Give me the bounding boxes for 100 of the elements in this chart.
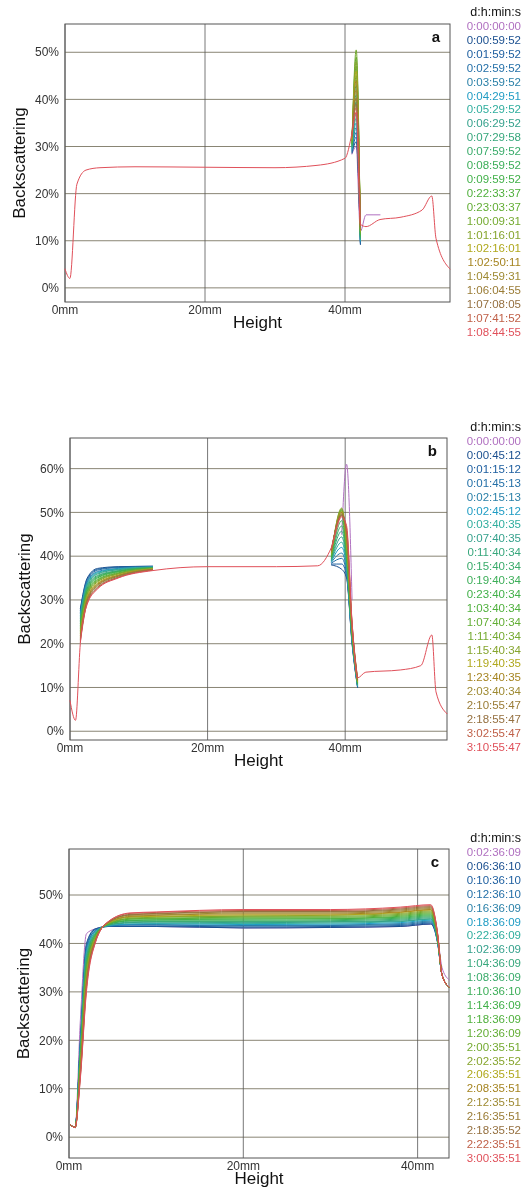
text: 0:19:40:34 (466, 574, 522, 586)
series-label: 1:08:36:09 (466, 971, 521, 984)
text: 1:07:40:34 (466, 615, 522, 628)
y-tick-label: 10% (39, 680, 65, 695)
y-tick-label: 0% (45, 1130, 64, 1145)
text: 1:19:40:35 (466, 657, 521, 670)
series-label: 1:14:36:09 (466, 998, 521, 1011)
text: 1:06:04:55 (466, 284, 521, 297)
y-tick-label: 10% (34, 233, 60, 248)
text: 0:00:59:52 (466, 33, 521, 46)
text: 1:03:40:34 (466, 601, 522, 614)
text: 0:04:29:51 (466, 89, 521, 102)
text: 1:02:16:01 (466, 242, 521, 255)
text: 1:08:44:55 (466, 325, 521, 338)
y-tick-label: 50% (39, 505, 65, 520)
text: 0:07:59:52 (466, 145, 521, 158)
y-tick-label: 30% (34, 139, 60, 154)
y-tick-label: 60% (39, 461, 65, 476)
text: 2:12:35:51 (466, 1096, 521, 1109)
text: 1:15:40:34 (466, 643, 522, 656)
text: 2:18:55:47 (466, 713, 521, 725)
text: 1:00:09:31 (466, 214, 521, 227)
x-axis-title: Height (232, 313, 283, 332)
legend-title: d:h:min:s (470, 831, 521, 845)
text: 0:02:36:09 (466, 846, 521, 858)
y-axis-title: Backscattering (14, 947, 33, 1060)
text: 0:01:59:52 (466, 47, 521, 60)
y-tick-label: 40% (34, 92, 60, 107)
text: 0:00:00:00 (466, 20, 521, 32)
y-tick-label: 40% (38, 936, 64, 951)
y-tick-label: 10% (38, 1081, 64, 1096)
text: 1:20:36:09 (466, 1026, 521, 1039)
text: 1:02:50:11 (467, 256, 521, 269)
text: 0:22:33:37 (466, 186, 521, 199)
text: 1:18:36:09 (466, 1012, 521, 1025)
y-tick-label: 40% (39, 549, 65, 564)
y-tick-label: 0% (46, 724, 65, 739)
text: 0:18:36:09 (466, 915, 521, 928)
text: 0:00:45:12 (466, 448, 521, 461)
y-axis-title: Backscattering (10, 107, 29, 219)
text: 1:07:41:52 (466, 311, 521, 324)
text: 0:07:40:35 (466, 532, 521, 545)
text: 2:22:35:51 (466, 1137, 521, 1150)
x-tick-label: 20mm (188, 303, 222, 317)
text: 0:06:36:10 (466, 859, 521, 872)
y-tick-label: 50% (34, 45, 60, 60)
x-tick-label: 40mm (328, 303, 362, 317)
text: 1:11:40:34 (467, 629, 522, 642)
x-tick-label: 40mm (400, 1159, 435, 1173)
annotation: a (431, 28, 441, 45)
text: 0:08:59:52 (466, 159, 521, 171)
y-tick-label: 50% (38, 888, 64, 903)
annotation: c (430, 853, 439, 870)
y-tick-label: 20% (38, 1033, 64, 1048)
text: 0:15:40:34 (466, 560, 522, 573)
text: 0:23:40:34 (466, 587, 522, 600)
text: 0:01:15:12 (466, 462, 521, 475)
text: 1:23:40:35 (466, 671, 521, 684)
text: 2:03:40:34 (466, 685, 522, 698)
text: 0:09:59:52 (466, 172, 521, 185)
series-label: 1:10:36:10 (466, 985, 521, 997)
text: 0:00:00:00 (466, 435, 521, 447)
text: 2:16:35:51 (466, 1110, 521, 1123)
legend-title: d:h:min:s (470, 5, 521, 19)
text: 0:02:45:12 (466, 504, 521, 517)
x-tick-label: 0mm (56, 741, 84, 755)
y-tick-label: 20% (39, 636, 65, 651)
text: 1:04:36:09 (466, 957, 521, 970)
text: 0:12:36:10 (466, 887, 521, 900)
text: 0:16:36:09 (466, 901, 521, 914)
y-tick-label: 30% (39, 593, 65, 608)
text: 0:01:45:13 (466, 476, 521, 489)
text: 0:22:36:09 (466, 929, 521, 942)
text: 0:07:29:58 (466, 131, 521, 144)
text: 0:11:40:34 (467, 546, 522, 559)
text: 2:00:35:51 (466, 1040, 521, 1053)
annotation: b (427, 442, 437, 459)
text: 1:04:59:31 (466, 270, 521, 283)
text: 0:02:15:13 (466, 490, 521, 503)
text: 3:00:35:51 (466, 1151, 521, 1164)
text: 0:03:59:52 (466, 75, 521, 88)
legend-title: d:h:min:s (470, 420, 521, 434)
text: 2:02:35:52 (466, 1054, 521, 1067)
text: 0:03:40:35 (466, 518, 521, 531)
text: 2:18:35:52 (466, 1124, 521, 1136)
x-tick-label: 0mm (55, 1159, 83, 1173)
text: 1:02:36:09 (466, 943, 521, 956)
y-tick-label: 30% (38, 985, 64, 1000)
text: 0:02:59:52 (466, 61, 521, 74)
text: 0:10:36:10 (466, 873, 521, 886)
x-tick-label: 0mm (51, 303, 79, 317)
y-tick-label: 20% (34, 186, 60, 201)
y-tick-label: 0% (41, 281, 60, 296)
text: 0:23:03:37 (466, 200, 521, 213)
text: 1:01:16:01 (466, 228, 521, 241)
x-tick-label: 20mm (190, 741, 225, 755)
x-axis-title: Height (233, 751, 284, 770)
text: 3:10:55:47 (466, 740, 521, 753)
text: 1:07:08:05 (466, 298, 521, 310)
text: 2:06:35:51 (466, 1068, 521, 1081)
